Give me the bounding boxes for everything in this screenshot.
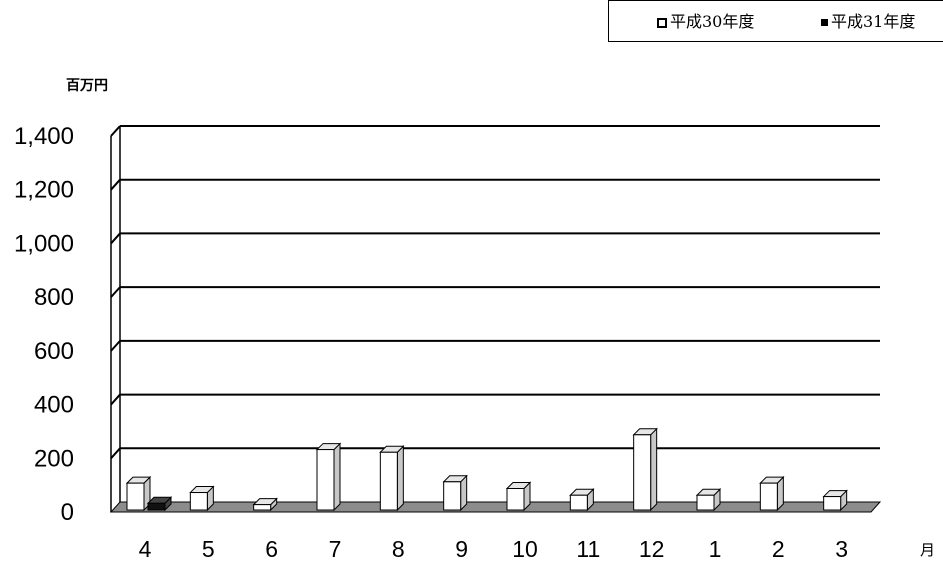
- x-tick-labels: 4 5 6 7 8 9 10 11 12 1 2 3: [139, 536, 848, 562]
- gridline-depth: [110, 286, 121, 298]
- bar-front: [253, 504, 272, 511]
- y-tick-label: 600: [34, 338, 74, 365]
- legend-label-series-1: 平成31年度: [831, 12, 916, 31]
- x-tick-label: 1: [709, 536, 722, 562]
- gridline-depth: [110, 125, 121, 137]
- bar-side: [333, 442, 341, 512]
- bar-series-0-2: [759, 475, 785, 512]
- gridline-depth: [110, 393, 121, 406]
- bar-front: [506, 488, 525, 511]
- bar-series-0-1: [695, 488, 722, 512]
- x-tick-label: 4: [139, 536, 152, 562]
- gridlines: [110, 125, 880, 459]
- gridline-depth: [110, 232, 121, 245]
- floor-plane: [109, 501, 882, 513]
- bar-series-0-8: [379, 445, 405, 512]
- bar-series-0-10: [505, 481, 532, 512]
- bar-front: [316, 449, 335, 511]
- y-tick-label: 0: [61, 499, 74, 526]
- bar-front: [696, 494, 715, 511]
- x-tick-label: 2: [772, 536, 785, 562]
- y-axis-unit-label: 百万円: [66, 78, 108, 94]
- gridline-depth: [110, 340, 121, 352]
- y-tick-label: 1,000: [14, 230, 74, 257]
- y-axis: [110, 126, 121, 512]
- y-tick-label: 400: [34, 392, 74, 419]
- y-tick-label: 1,200: [14, 177, 74, 204]
- x-tick-label: 5: [202, 536, 215, 562]
- bar-front: [633, 434, 652, 511]
- bar-series-0-4: [125, 475, 152, 512]
- bar-series-1-4: [146, 496, 173, 512]
- x-tick-label: 9: [455, 536, 468, 562]
- bar-front: [147, 502, 166, 511]
- x-tick-label: 12: [639, 536, 665, 562]
- bar-front: [379, 451, 398, 511]
- legend-swatch-filled: [821, 19, 828, 26]
- bar-side: [396, 445, 404, 512]
- gridline-depth: [110, 447, 121, 459]
- legend-swatch-hollow: [657, 17, 667, 28]
- x-tick-label: 7: [329, 536, 342, 562]
- x-axis-unit-label: 月: [920, 541, 936, 559]
- bar-series-0-11: [569, 488, 595, 512]
- bar-front: [189, 492, 208, 511]
- y-tick-label: 800: [34, 284, 74, 311]
- x-tick-label: 11: [576, 536, 600, 562]
- bar-series-0-6: [252, 497, 278, 512]
- bar-side: [650, 427, 658, 512]
- bar-series-0-9: [442, 474, 468, 512]
- x-tick-label: 3: [835, 536, 848, 562]
- legend-label-series-0: 平成30年度: [670, 12, 755, 31]
- legend: 平成30年度 平成31年度: [608, 0, 943, 42]
- bar-front: [126, 482, 145, 511]
- bar-series-0-7: [315, 442, 342, 512]
- y-tick-label: 1,400: [14, 123, 74, 150]
- bar-series-0-12: [632, 427, 658, 512]
- bars: [125, 427, 848, 512]
- bar-front: [823, 496, 842, 511]
- legend-item-series-1: 平成31年度: [821, 13, 915, 31]
- gridline-depth: [110, 179, 121, 191]
- chart-floor: [109, 501, 882, 513]
- x-tick-label: 10: [512, 536, 538, 562]
- x-tick-label: 8: [392, 536, 405, 562]
- legend-item-series-0: 平成30年度: [657, 13, 754, 31]
- bar-front: [443, 481, 462, 511]
- y-tick-label: 200: [34, 445, 74, 472]
- bar-series-0-5: [189, 485, 215, 512]
- y-tick-labels: 0 200 400 600 800 1,000 1,200 1,400: [14, 123, 74, 526]
- bar-front: [569, 494, 588, 511]
- x-tick-label: 6: [265, 536, 278, 562]
- bar-front: [759, 482, 778, 511]
- bar-series-0-3: [822, 489, 848, 512]
